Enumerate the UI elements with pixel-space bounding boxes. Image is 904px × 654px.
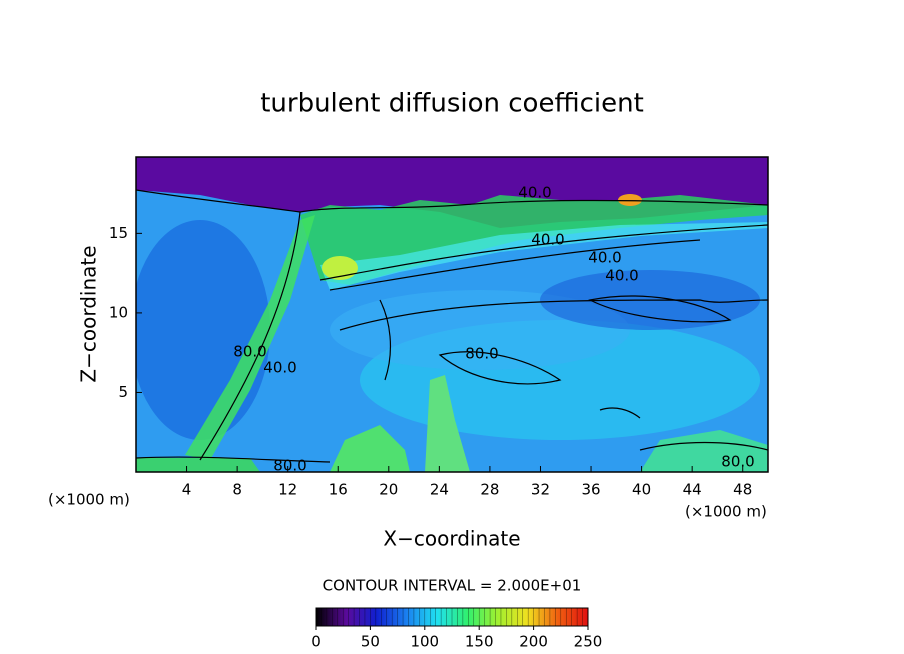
y-tick-label: 5 [118, 383, 128, 401]
field [136, 157, 768, 472]
y-tick-label: 15 [109, 224, 128, 242]
colorbar-tick-label: 50 [361, 633, 380, 651]
colorbar-tick-label: 150 [465, 633, 494, 651]
colorbar-tick-label: 250 [574, 633, 603, 651]
y-unit-label: (×1000 m) [48, 491, 130, 509]
y-axis-label: Z−coordinate [77, 245, 101, 382]
contour-label: 40.0 [263, 359, 296, 377]
x-unit-label: (×1000 m) [685, 503, 767, 521]
plot-frame [135, 156, 769, 473]
contour-label: 80.0 [233, 343, 266, 361]
x-tick-label: 24 [430, 481, 449, 499]
x-tick-label: 32 [531, 481, 550, 499]
contour-interval: CONTOUR INTERVAL = 2.000E+01 [323, 577, 582, 595]
x-tick-label: 28 [480, 481, 499, 499]
contour-label: 40.0 [518, 184, 551, 202]
x-tick-label: 4 [182, 481, 192, 499]
colorbar-tick-label: 0 [311, 633, 321, 651]
x-tick-label: 36 [581, 481, 600, 499]
contour-label: 80.0 [465, 345, 498, 363]
chart-title: turbulent diffusion coefficient [260, 89, 644, 119]
contour-label: 40.0 [531, 231, 564, 249]
x-tick-label: 44 [683, 481, 702, 499]
x-tick-label: 12 [278, 481, 297, 499]
x-axis-label: X−coordinate [383, 527, 520, 551]
contour-label: 80.0 [721, 453, 754, 471]
colorbar-tick-label: 200 [519, 633, 548, 651]
contour-label: 40.0 [605, 267, 638, 285]
contour-label: 40.0 [588, 249, 621, 267]
x-tick-label: 16 [329, 481, 348, 499]
x-tick-label: 8 [232, 481, 242, 499]
x-tick-label: 48 [733, 481, 752, 499]
y-tick-label: 10 [109, 303, 128, 321]
contour-label: 80.0 [273, 457, 306, 475]
colorbar-tick-label: 100 [410, 633, 439, 651]
x-tick-label: 20 [379, 481, 398, 499]
x-tick-label: 40 [632, 481, 651, 499]
